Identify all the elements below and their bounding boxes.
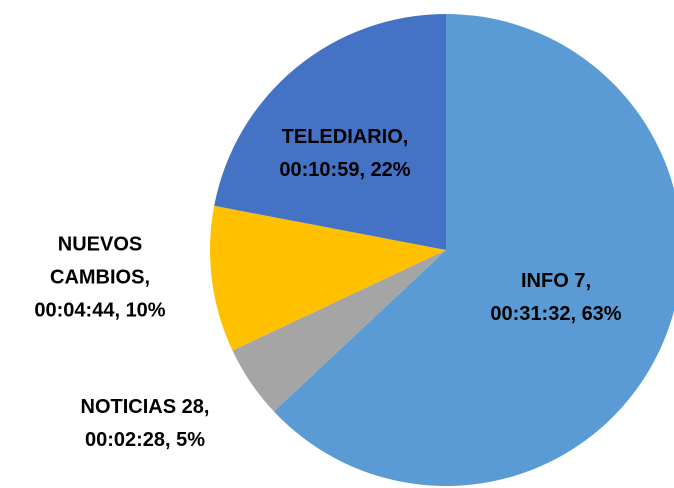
- data-label: 00:31:32, 63%: [490, 303, 621, 325]
- data-label: NOTICIAS 28,: [81, 396, 210, 418]
- data-label: TELEDIARIO,: [282, 126, 409, 148]
- pie-slice: [210, 205, 446, 351]
- data-label: 00:10:59, 22%: [279, 159, 410, 181]
- data-label: CAMBIOS,: [50, 266, 150, 288]
- data-label: INFO 7,: [521, 270, 591, 292]
- pie-slice: [232, 250, 446, 412]
- data-label: NUEVOS: [58, 233, 142, 255]
- pie-slice: [214, 14, 446, 250]
- data-label: 00:04:44, 10%: [34, 299, 165, 321]
- pie-slice: [273, 14, 674, 486]
- data-label: 00:02:28, 5%: [85, 429, 205, 451]
